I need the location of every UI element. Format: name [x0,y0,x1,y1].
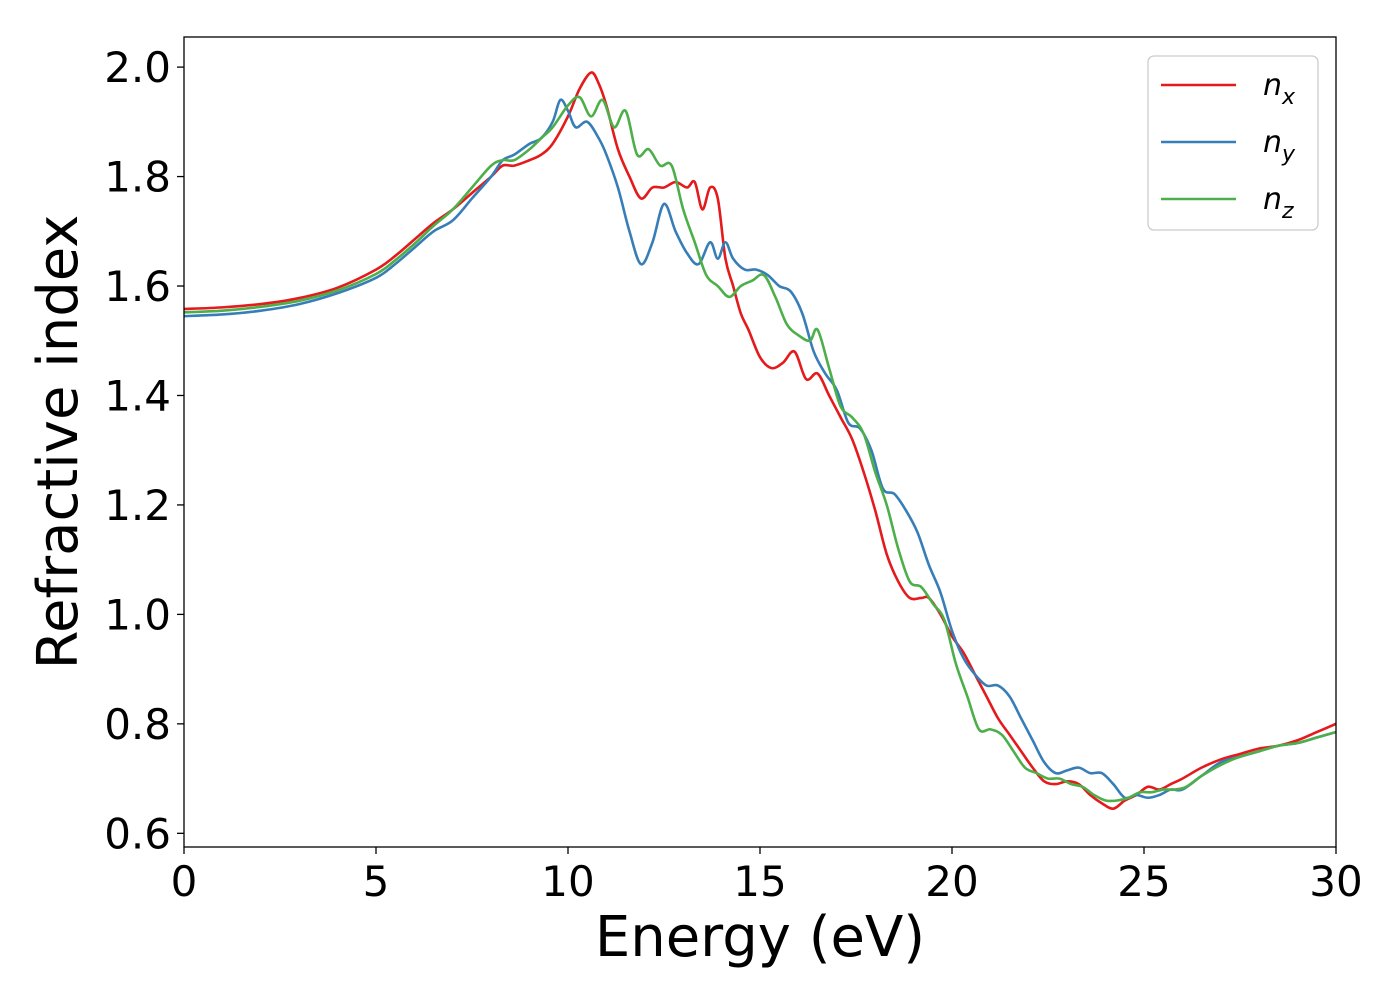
series-layer [184,71,1336,810]
legend-label-y: ny [1263,125,1296,167]
y-axis-title: Refractive index [26,215,91,670]
y-tick-label: 1.8 [104,153,171,202]
y-tick-label: 0.8 [104,700,171,749]
x-tick-label: 20 [925,857,978,906]
y-tick-label: 1.4 [104,371,171,420]
legend-label-z: nz [1263,182,1294,224]
x-tick-label: 5 [363,857,390,906]
legend-label-main: n [1263,182,1282,217]
x-tick-label: 30 [1309,857,1362,906]
x-tick-label: 25 [1117,857,1170,906]
legend-label-subscript: y [1281,142,1296,167]
series-line-z [184,95,1336,803]
y-axis-ticks: 0.6 0.8 1.0 1.2 1.4 1.6 1.8 2.0 [104,43,184,858]
legend-label-main: n [1263,68,1282,103]
x-axis-title: Energy (eV) [595,905,925,970]
x-axis-ticks: 0 5 10 15 20 25 30 [171,847,1363,906]
y-tick-label: 1.6 [104,262,171,311]
legend-label-x: nx [1263,68,1296,110]
legend-label-main: n [1263,125,1282,160]
x-tick-label: 10 [541,857,594,906]
x-tick-label: 15 [733,857,786,906]
series-line-y [184,98,1336,800]
y-tick-label: 1.2 [104,481,171,530]
x-tick-label: 0 [171,857,198,906]
legend-label-subscript: x [1281,85,1296,110]
y-tick-label: 1.0 [104,590,171,639]
series-line-x [184,71,1336,810]
y-tick-label: 0.6 [104,809,171,858]
legend-label-subscript: z [1281,199,1294,224]
y-tick-label: 2.0 [104,43,171,92]
